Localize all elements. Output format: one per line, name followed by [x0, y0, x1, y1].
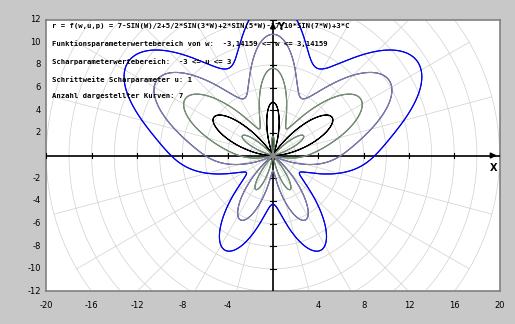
Text: -4: -4 — [224, 301, 232, 309]
Text: 8: 8 — [36, 60, 41, 69]
Text: X: X — [490, 163, 497, 173]
Text: 10: 10 — [30, 38, 41, 47]
Text: -8: -8 — [32, 242, 41, 251]
Text: 12: 12 — [404, 301, 414, 309]
Text: Scharparameterwertebereich:  -3 <= u <= 3: Scharparameterwertebereich: -3 <= u <= 3 — [52, 58, 231, 65]
Text: Schrittweite Scharparameter u: 1: Schrittweite Scharparameter u: 1 — [52, 75, 192, 83]
Text: 4: 4 — [316, 301, 321, 309]
Text: -16: -16 — [85, 301, 98, 309]
Text: -2: -2 — [32, 174, 41, 183]
Text: Y: Y — [278, 22, 284, 32]
Text: 8: 8 — [361, 301, 366, 309]
Text: 16: 16 — [449, 301, 459, 309]
Text: 6: 6 — [36, 83, 41, 92]
Text: -10: -10 — [27, 264, 41, 273]
Text: 2: 2 — [36, 128, 41, 137]
Text: -8: -8 — [178, 301, 186, 309]
Text: -6: -6 — [32, 219, 41, 228]
Text: -20: -20 — [40, 301, 53, 309]
Text: Funktionsparameterwertebereich von w:  -3,14159 <= w <= 3,14159: Funktionsparameterwertebereich von w: -3… — [52, 40, 328, 47]
Text: 4: 4 — [36, 106, 41, 115]
Text: -4: -4 — [32, 196, 41, 205]
Text: r = f(w,u,p) = 7-SIN(W)/2+5/2*SIN(3*W)+2*SIN(5*W)-17/10*SIN(7*W)+3*C: r = f(w,u,p) = 7-SIN(W)/2+5/2*SIN(3*W)+2… — [52, 23, 350, 29]
Text: Anzahl dargestellter Kurven: 7: Anzahl dargestellter Kurven: 7 — [52, 93, 183, 99]
Text: -12: -12 — [130, 301, 144, 309]
Text: -12: -12 — [27, 287, 41, 296]
Text: 20: 20 — [494, 301, 505, 309]
Text: 12: 12 — [30, 15, 41, 24]
